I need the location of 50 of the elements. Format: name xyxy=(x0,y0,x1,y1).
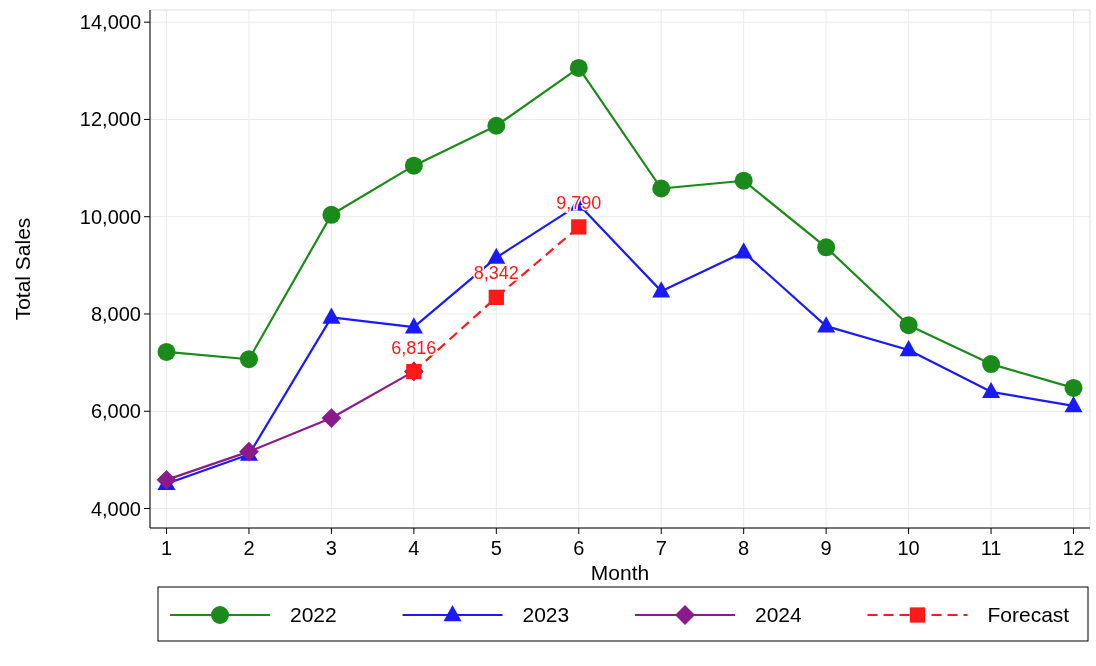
point xyxy=(569,58,588,77)
point xyxy=(982,381,1001,399)
legend-label: 2024 xyxy=(755,603,803,627)
point xyxy=(571,219,587,235)
x-tick-label: 11 xyxy=(980,537,1002,559)
point xyxy=(487,116,506,135)
point xyxy=(817,316,836,333)
x-tick-label: 3 xyxy=(325,537,337,559)
y-tick-label: 10,000 xyxy=(79,205,141,228)
legend-label: 2023 xyxy=(522,603,570,627)
x-axis-title: Month xyxy=(590,561,650,584)
point xyxy=(404,156,423,175)
legend-label: Forecast xyxy=(987,603,1070,627)
point xyxy=(239,350,258,369)
point xyxy=(487,247,506,264)
x-tick-label: 6 xyxy=(573,537,585,559)
point xyxy=(982,355,1001,374)
x-tick-label: 12 xyxy=(1062,537,1085,559)
x-tick-label: 2 xyxy=(243,537,255,559)
y-axis-title: Total Sales xyxy=(11,217,34,321)
data-label: 8,342 xyxy=(473,263,519,284)
point xyxy=(321,408,342,428)
point xyxy=(488,289,504,306)
point xyxy=(734,242,753,259)
point xyxy=(1064,378,1083,397)
point xyxy=(652,179,671,198)
data-label: 6,816 xyxy=(391,337,437,358)
y-tick-label: 14,000 xyxy=(79,11,141,34)
x-tick-label: 10 xyxy=(897,537,920,559)
y-tick-label: 4,000 xyxy=(90,497,141,520)
point xyxy=(734,171,753,190)
point xyxy=(817,238,836,257)
y-tick-label: 12,000 xyxy=(79,108,141,131)
x-tick-label: 9 xyxy=(820,537,832,559)
point xyxy=(652,281,671,298)
point xyxy=(322,205,341,224)
point xyxy=(899,316,918,335)
point xyxy=(1064,396,1083,413)
x-tick-label: 1 xyxy=(160,537,173,559)
point xyxy=(404,317,423,334)
x-tick-label: 8 xyxy=(738,537,750,559)
x-tick-label: 7 xyxy=(655,537,667,559)
legend-label: 2022 xyxy=(290,603,337,627)
point xyxy=(322,307,341,324)
point xyxy=(899,340,918,357)
x-tick-label: 4 xyxy=(408,537,420,559)
x-tick-label: 5 xyxy=(490,537,502,559)
point xyxy=(157,342,176,361)
y-tick-label: 6,000 xyxy=(90,400,141,423)
y-tick-label: 8,000 xyxy=(90,302,141,325)
